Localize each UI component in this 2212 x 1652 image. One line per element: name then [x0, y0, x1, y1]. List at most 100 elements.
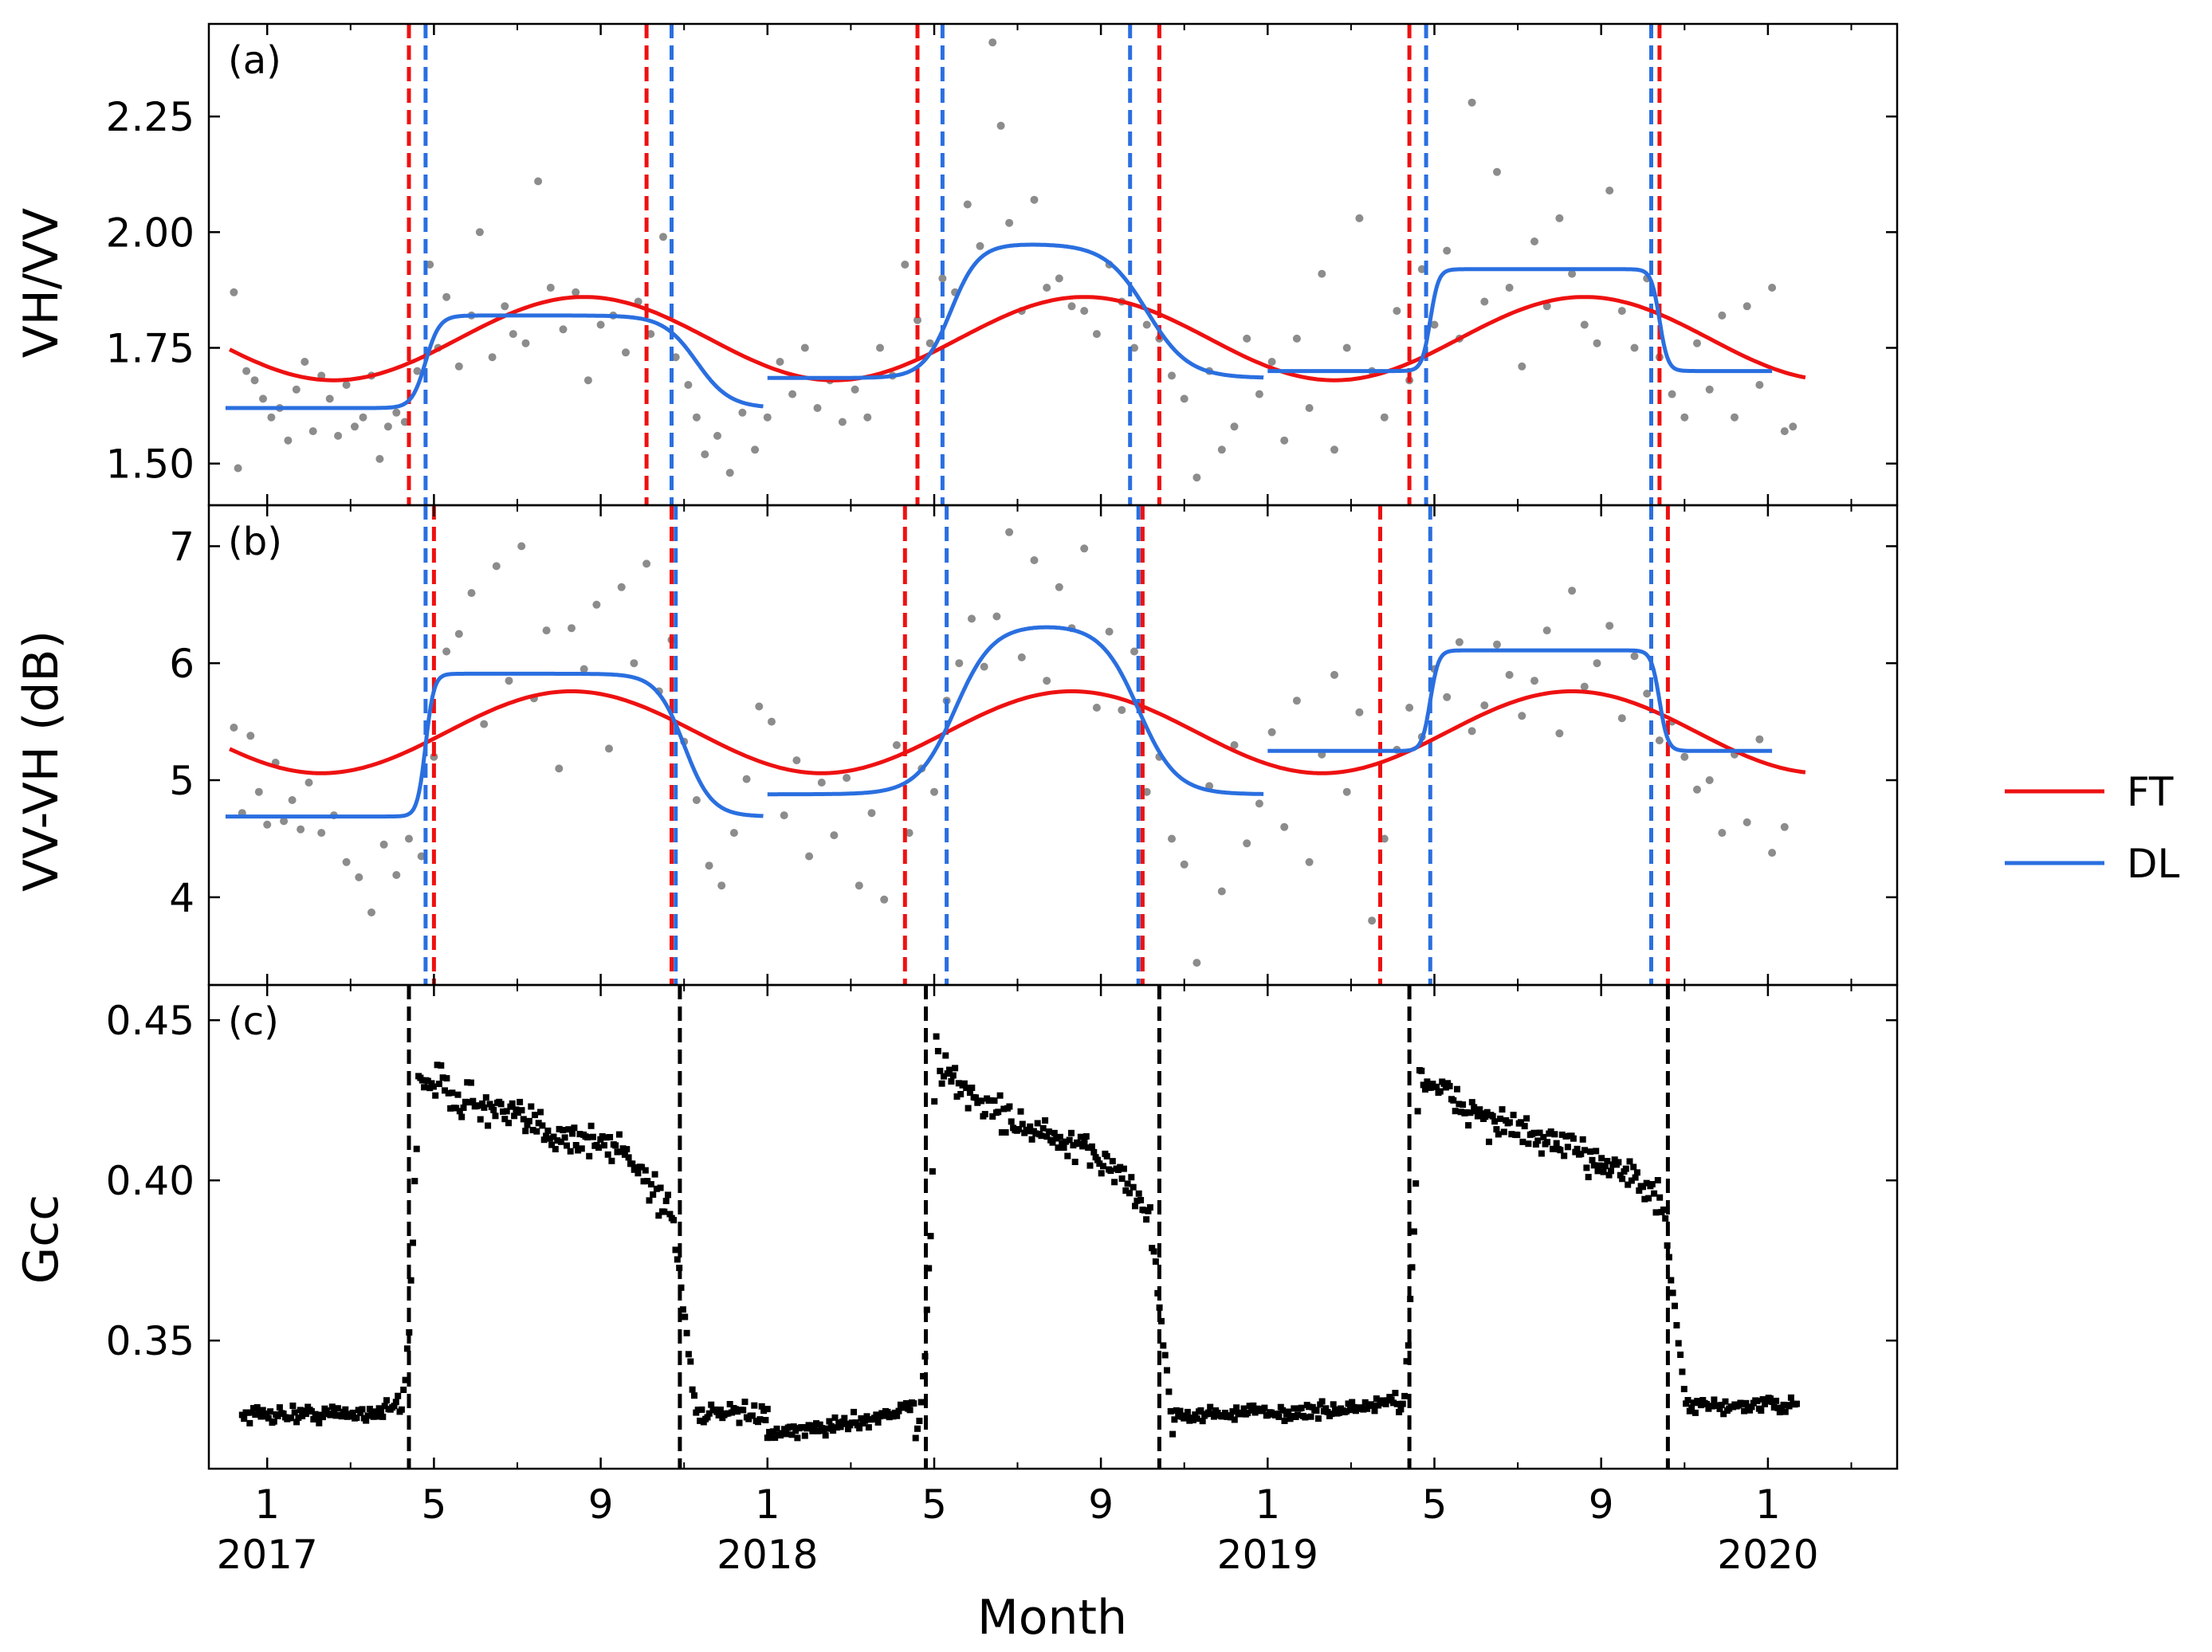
gcc-point-205	[623, 1146, 631, 1153]
gcc-point-11	[259, 1407, 266, 1414]
year-label-1: 2018	[717, 1532, 818, 1578]
scatter-point-a-86	[1180, 394, 1189, 403]
scatter-points-b	[230, 528, 1789, 967]
scatter-point-b-112	[1593, 659, 1601, 668]
scatter-point-b-105	[1505, 670, 1514, 679]
gcc-point-745	[1633, 1169, 1640, 1176]
gcc-point-591	[1345, 1400, 1352, 1407]
gcc-point-480	[1137, 1197, 1145, 1203]
gcc-point-782	[1703, 1401, 1710, 1407]
scatter-point-b-67	[1030, 556, 1039, 564]
gcc-point-622	[1403, 1358, 1410, 1365]
gcc-point-809	[1754, 1397, 1761, 1404]
scatter-point-b-102	[1467, 727, 1476, 736]
scatter-point-b-63	[980, 662, 988, 671]
scatter-point-b-36	[642, 559, 651, 568]
gcc-point-746	[1636, 1187, 1643, 1194]
gcc-point-127	[477, 1116, 484, 1123]
scatter-point-a-60	[863, 413, 872, 422]
gcc-point-186	[587, 1122, 595, 1129]
gcc-point-704	[1557, 1147, 1564, 1154]
gcc-point-119	[462, 1098, 469, 1105]
gcc-point-213	[638, 1163, 646, 1171]
gcc-point-103	[432, 1092, 439, 1099]
scatter-point-a-28	[475, 228, 484, 237]
gcc-point-733	[1611, 1156, 1618, 1163]
gcc-point-475	[1128, 1174, 1135, 1181]
gcc-point-434	[1051, 1129, 1058, 1136]
gcc-point-3	[244, 1409, 251, 1416]
scatter-point-a-95	[1292, 334, 1301, 343]
gcc-point-383	[955, 1080, 962, 1087]
scatter-point-b-14	[367, 908, 375, 916]
gcc-point-568	[1302, 1414, 1309, 1421]
gcc-point-824	[1782, 1408, 1789, 1415]
gcc-point-372	[934, 1048, 941, 1054]
gcc-point-170	[557, 1138, 564, 1145]
gcc-point-460	[1100, 1163, 1106, 1170]
gcc-point-575	[1314, 1415, 1322, 1422]
gcc-point-401	[989, 1113, 996, 1120]
gcc-point-484	[1145, 1207, 1152, 1214]
gcc-point-53	[338, 1413, 345, 1420]
gcc-point-411	[1008, 1118, 1015, 1125]
gcc-point-88	[403, 1345, 411, 1352]
gcc-point-541	[1251, 1409, 1259, 1416]
gcc-point-750	[1643, 1179, 1650, 1187]
scatter-point-b-0	[230, 724, 238, 732]
scatter-point-a-21	[400, 418, 409, 426]
scatter-point-b-44	[742, 775, 751, 783]
scatter-point-a-132	[1755, 381, 1764, 389]
gcc-point-462	[1103, 1152, 1110, 1160]
ytick-label-a-3: 2.25	[106, 94, 194, 140]
scatter-point-b-41	[705, 861, 713, 870]
gcc-point-278	[760, 1407, 768, 1415]
gcc-point-771	[1683, 1400, 1690, 1407]
gcc-point-723	[1593, 1148, 1600, 1155]
scatter-point-a-29	[488, 353, 497, 362]
gcc-point-359	[910, 1400, 917, 1407]
scatter-point-b-42	[717, 881, 726, 890]
xtick-label-2: 9	[588, 1481, 614, 1528]
scatter-point-b-125	[1755, 735, 1764, 744]
scatter-point-b-53	[855, 881, 863, 890]
gcc-point-658	[1471, 1104, 1478, 1111]
gcc-point-142	[505, 1120, 512, 1127]
gcc-point-40	[314, 1415, 320, 1422]
panel-a-ticks: 1.50 1.75 2.00 2.25	[106, 24, 1897, 505]
gcc-point-748	[1640, 1183, 1646, 1191]
scatter-point-a-126	[1680, 413, 1689, 422]
scatter-point-a-12	[325, 394, 334, 403]
gcc-point-222	[655, 1212, 662, 1219]
gcc-point-483	[1143, 1216, 1150, 1223]
scatter-point-a-110	[1480, 297, 1489, 306]
scatter-point-a-128	[1705, 385, 1714, 394]
gcc-point-661	[1476, 1106, 1483, 1113]
gcc-point-741	[1626, 1158, 1633, 1165]
scatter-point-b-2	[246, 732, 255, 740]
gcc-point-175	[567, 1148, 574, 1155]
gcc-point-617	[1393, 1400, 1401, 1407]
gcc-point-335	[865, 1424, 872, 1431]
gcc-point-243	[694, 1407, 701, 1414]
gcc-point-731	[1608, 1167, 1614, 1175]
gcc-point-765	[1672, 1302, 1678, 1309]
scatter-point-a-49	[725, 469, 734, 477]
gcc-point-736	[1617, 1171, 1624, 1179]
gcc-point-458	[1096, 1160, 1103, 1167]
scatter-point-b-108	[1542, 626, 1551, 635]
gcc-point-620	[1399, 1400, 1406, 1407]
gcc-point-630	[1418, 1067, 1425, 1074]
gcc-point-322	[841, 1415, 848, 1422]
gcc-point-311	[820, 1427, 827, 1434]
scatter-point-a-55	[800, 343, 809, 352]
scatter-point-b-31	[580, 665, 588, 673]
gcc-point-350	[894, 1412, 901, 1419]
scatter-point-a-7	[284, 436, 293, 445]
ytick-label-b-1: 5	[169, 758, 194, 804]
gcc-point-41	[316, 1419, 323, 1426]
gcc-point-67	[364, 1412, 371, 1419]
gcc-point-357	[906, 1407, 913, 1414]
